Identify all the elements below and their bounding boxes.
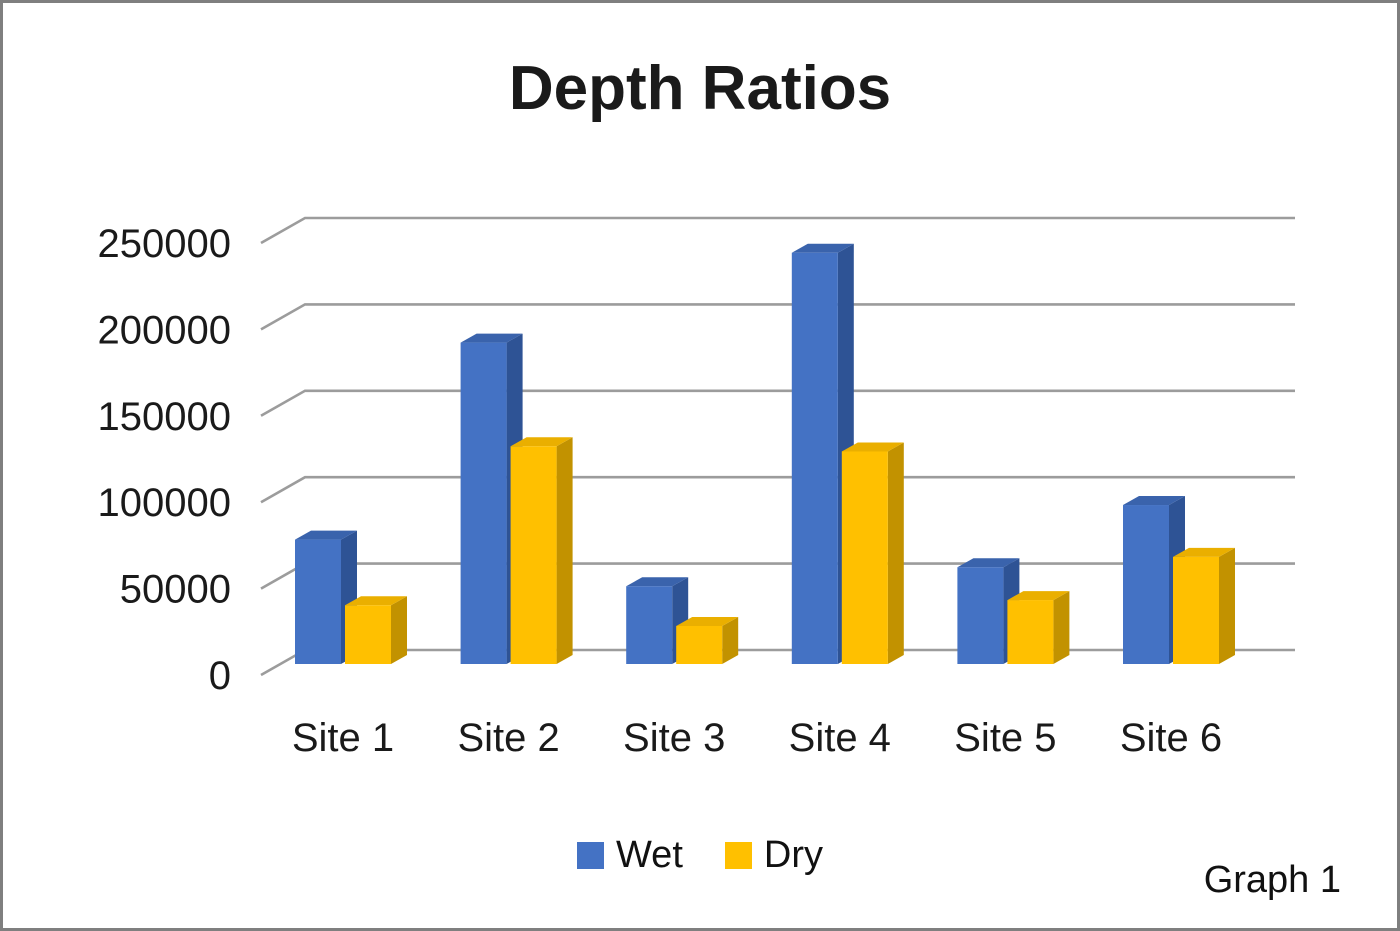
y-axis-label: 200000 — [98, 308, 231, 352]
chart-caption: Graph 1 — [1203, 859, 1341, 901]
bar-front-face — [1173, 556, 1219, 664]
x-axis-label: Site 2 — [457, 716, 559, 760]
bar-front-face — [626, 586, 673, 664]
bar-top-face — [791, 243, 854, 253]
bar-dry-site-3 — [676, 616, 739, 664]
bar-front-face — [1123, 505, 1169, 664]
y-axis-label: 150000 — [98, 395, 231, 439]
bar-top-face — [295, 530, 357, 540]
bar-side-face — [556, 437, 573, 664]
bar-top-face — [676, 616, 739, 626]
bar-dry-site-5 — [1007, 591, 1070, 664]
legend-label-wet: Wet — [616, 834, 683, 876]
bar-dry-site-4 — [841, 442, 904, 664]
bar-front-face — [841, 451, 888, 664]
x-axis-label: Site 1 — [292, 716, 394, 760]
bar-top-face — [1173, 547, 1235, 557]
bar-front-face — [791, 252, 838, 664]
x-axis-label: Site 3 — [623, 716, 725, 760]
x-axis-label: Site 4 — [789, 716, 891, 760]
bar-side-face — [391, 596, 407, 664]
bar-front-face — [460, 342, 507, 664]
bar-wet-site-1 — [295, 530, 357, 664]
bar-top-face — [345, 596, 407, 606]
bar-front-face — [510, 446, 557, 664]
legend-swatch-dry — [724, 842, 752, 869]
bar-top-face — [841, 442, 904, 452]
y-axis-label: 250000 — [98, 222, 231, 266]
x-axis-label: Site 6 — [1120, 716, 1222, 760]
bar-top-face — [510, 437, 573, 447]
gridline — [260, 475, 1295, 504]
bar-side-face — [1219, 547, 1235, 664]
bar-dry-site-1 — [345, 596, 407, 664]
bar-side-face — [887, 442, 904, 664]
legend-swatch-wet — [577, 842, 604, 869]
bar-front-face — [295, 539, 341, 664]
y-axis-label: 0 — [209, 654, 231, 698]
bar-side-face — [722, 616, 739, 664]
bar-front-face — [1007, 600, 1054, 664]
y-axis-label: 50000 — [120, 568, 231, 612]
chart-title: Depth Ratios — [508, 54, 892, 123]
legend-label-dry: Dry — [763, 834, 823, 876]
x-axis-label: Site 5 — [954, 716, 1056, 760]
bar-chart-plot-area: 0 50000 100000 150000 200000 250000 Site 1 Site… — [98, 216, 1295, 760]
bar-front-face — [957, 567, 1004, 664]
gridline — [260, 303, 1295, 331]
y-axis-label: 100000 — [98, 481, 231, 525]
bar-top-face — [957, 558, 1020, 568]
bar-side-face — [1053, 591, 1070, 664]
bar-dry-site-6 — [1173, 547, 1235, 664]
bar-top-face — [1007, 591, 1070, 601]
bar-dry-site-2 — [510, 437, 573, 664]
gridline — [260, 216, 1295, 245]
bar-top-face — [1123, 496, 1185, 506]
bar-front-face — [676, 625, 723, 664]
gridline — [260, 389, 1295, 417]
chart-legend: Wet Dry — [3, 834, 1397, 877]
bar-top-face — [626, 577, 689, 587]
bar-top-face — [460, 333, 523, 343]
bar-front-face — [345, 605, 391, 664]
